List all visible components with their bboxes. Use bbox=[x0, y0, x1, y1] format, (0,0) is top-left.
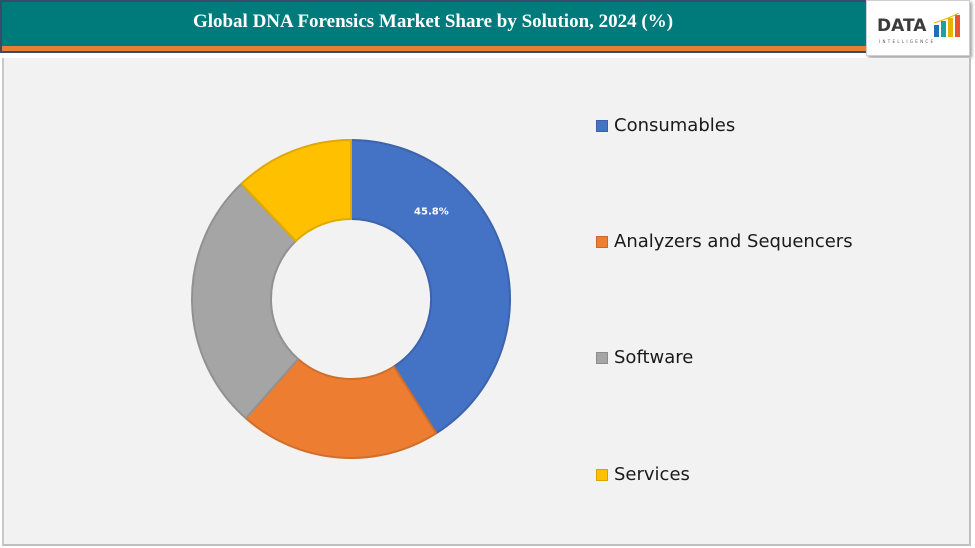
donut-slice-analyzers-and-sequencers bbox=[244, 357, 438, 459]
legend-label: Analyzers and Sequencers bbox=[614, 231, 853, 252]
legend-swatch-icon bbox=[596, 351, 608, 364]
slice-data-label: 45.8% bbox=[414, 207, 449, 218]
donut-slice-services bbox=[240, 138, 352, 243]
donut-chart: 45.8% bbox=[191, 138, 511, 459]
logo-subtext: INTELLIGENCE bbox=[879, 39, 936, 44]
legend-item: Consumables bbox=[596, 115, 735, 136]
donut-slice-consumables bbox=[350, 138, 511, 435]
header-accent-bar bbox=[0, 46, 868, 53]
legend-swatch-icon bbox=[596, 235, 608, 248]
chart-header bbox=[0, 0, 866, 46]
chart-area: 45.8% Consumables Analyzers and Sequencer… bbox=[2, 58, 971, 546]
chart-title: Global DNA Forensics Market Share by Sol… bbox=[192, 11, 674, 32]
legend-swatch-icon bbox=[596, 468, 608, 481]
legend-item: Software bbox=[596, 347, 693, 368]
donut-slice-software bbox=[191, 182, 300, 420]
legend-item: Analyzers and Sequencers bbox=[596, 231, 853, 252]
legend-label: Services bbox=[614, 464, 690, 485]
legend-label: Software bbox=[614, 347, 694, 368]
logo-text: DATA bbox=[877, 16, 927, 36]
logo-bars-icon bbox=[933, 13, 960, 37]
legend-item: Services bbox=[596, 464, 690, 485]
datam-intelligence-logo: DATA INTELLIGENCE bbox=[866, 0, 970, 56]
legend-swatch-icon bbox=[596, 119, 608, 132]
legend-label: Consumables bbox=[614, 115, 736, 136]
